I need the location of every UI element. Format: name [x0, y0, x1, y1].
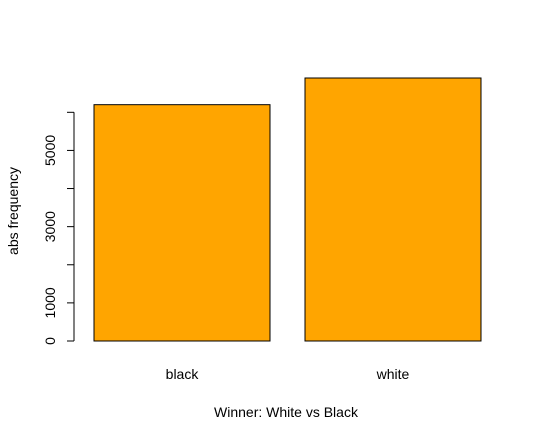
x-tick-label-white: white: [376, 366, 410, 382]
x-axis-label: Winner: White vs Black: [214, 404, 359, 420]
x-tick-label-black: black: [166, 366, 200, 382]
bar-black: [93, 104, 271, 342]
bars: [93, 77, 482, 342]
bar-white: [304, 77, 482, 342]
y-tick-label-5000: 5000: [42, 135, 58, 166]
y-axis: 0 1000 3000 5000: [42, 111, 75, 345]
y-tick-label-0: 0: [42, 337, 58, 345]
y-tick-label-1000: 1000: [42, 287, 58, 318]
y-axis-label: abs frequency: [5, 167, 21, 255]
x-tick-labels: black white: [166, 366, 410, 382]
y-tick-label-3000: 3000: [42, 211, 58, 242]
